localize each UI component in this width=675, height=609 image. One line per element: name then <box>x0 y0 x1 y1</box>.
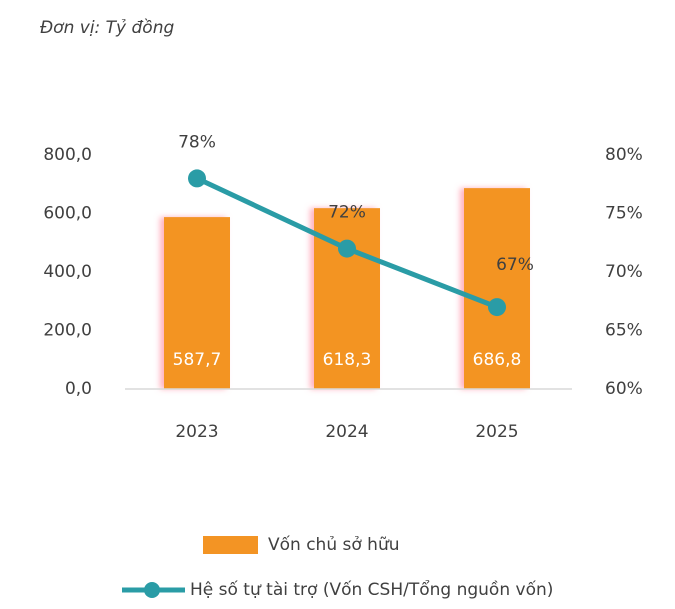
y-tick-label: 200,0 <box>43 321 92 341</box>
unit-note: Đơn vị: Tỷ đồng <box>40 17 174 38</box>
line-value-label: 78% <box>178 132 216 152</box>
y-tick-label: 800,0 <box>43 145 92 165</box>
line-marker <box>338 239 356 258</box>
y2-tick-label: 80% <box>605 145 643 165</box>
line-value-label: 72% <box>328 203 366 223</box>
bar-value-label: 686,8 <box>473 350 522 370</box>
y2-tick-label: 65% <box>605 321 643 341</box>
bar-value-label: 618,3 <box>323 350 372 370</box>
x-tick-label: 2023 <box>175 422 218 442</box>
y2-tick-label: 75% <box>605 204 643 224</box>
legend-label: Vốn chủ sở hữu <box>268 534 400 555</box>
y2-tick-label: 70% <box>605 262 643 282</box>
x-tick-label: 2025 <box>475 422 518 442</box>
y-tick-label: 600,0 <box>43 204 92 224</box>
bar <box>164 217 230 389</box>
y-tick-label: 400,0 <box>43 262 92 282</box>
line-value-label: 67% <box>496 255 534 275</box>
y-tick-label: 0,0 <box>65 379 92 399</box>
bar-value-label: 587,7 <box>173 350 222 370</box>
x-tick-label: 2024 <box>325 422 368 442</box>
y2-tick-label: 60% <box>605 379 643 399</box>
legend-swatch <box>203 536 258 554</box>
legend-marker <box>144 582 160 598</box>
line-marker <box>188 169 206 188</box>
legend-label: Hệ số tự tài trợ (Vốn CSH/Tổng nguồn vốn… <box>190 579 553 600</box>
bar <box>464 188 530 389</box>
line-marker <box>488 298 506 317</box>
